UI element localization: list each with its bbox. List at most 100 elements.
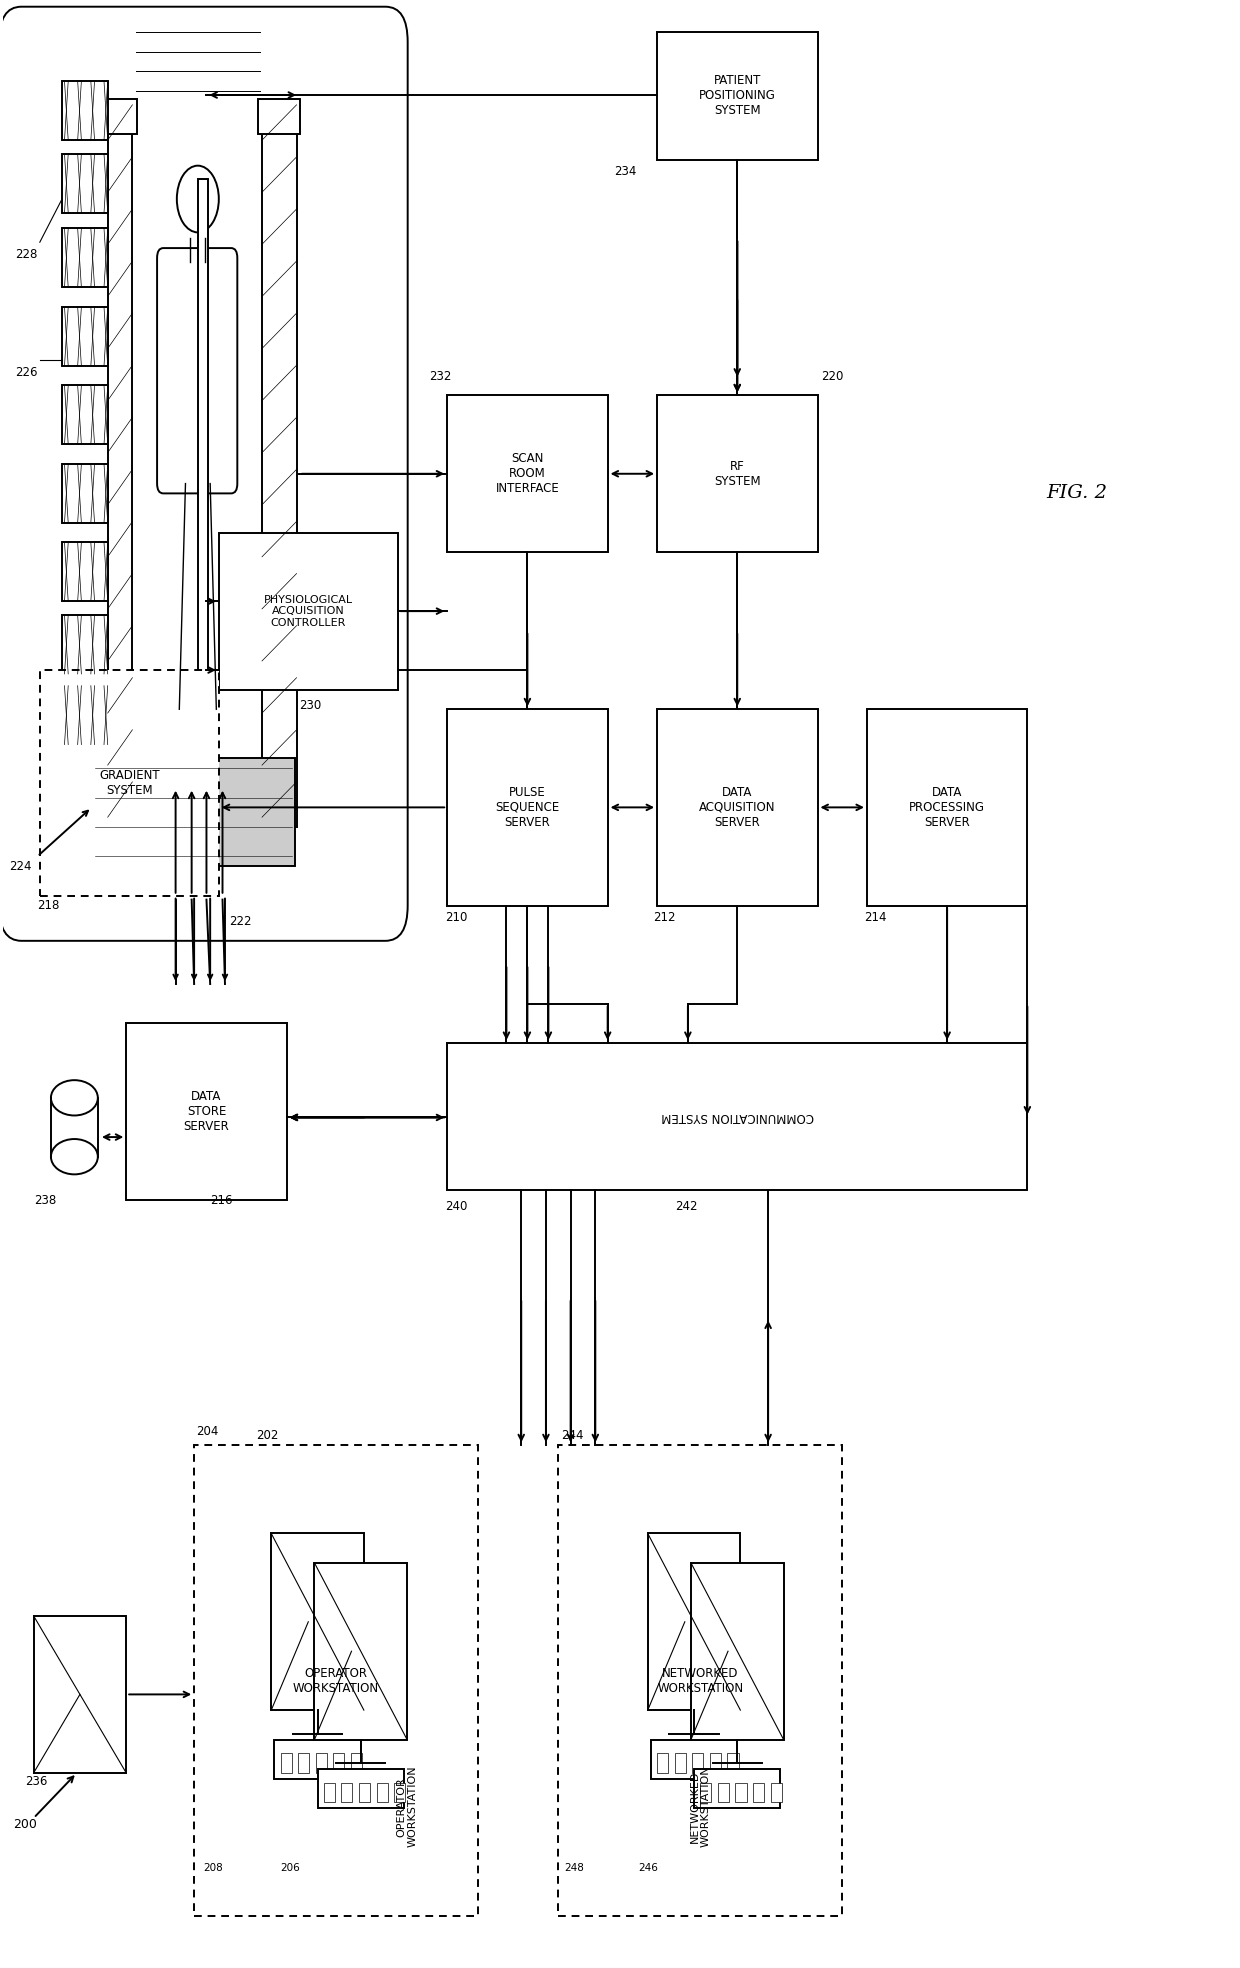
Bar xyxy=(258,98,300,134)
Text: 236: 236 xyxy=(25,1775,47,1787)
Text: 204: 204 xyxy=(197,1425,219,1439)
Bar xyxy=(33,1616,126,1773)
Circle shape xyxy=(177,165,218,232)
Text: 240: 240 xyxy=(445,1200,467,1212)
Bar xyxy=(126,1023,286,1200)
FancyBboxPatch shape xyxy=(157,248,237,494)
Bar xyxy=(272,1533,363,1710)
Bar xyxy=(280,1753,291,1773)
Text: NETWORKED
WORKSTATION: NETWORKED WORKSTATION xyxy=(689,1765,711,1848)
Bar xyxy=(315,1563,407,1740)
Text: DATA
ACQUISITION
SERVER: DATA ACQUISITION SERVER xyxy=(699,785,775,829)
Bar xyxy=(62,307,108,366)
Bar xyxy=(647,1533,740,1710)
Bar xyxy=(657,396,817,553)
Text: 212: 212 xyxy=(653,911,676,925)
Text: 202: 202 xyxy=(255,1429,278,1443)
Bar xyxy=(718,1783,729,1803)
Text: DATA
STORE
SERVER: DATA STORE SERVER xyxy=(184,1090,229,1134)
Bar xyxy=(62,543,108,602)
Bar xyxy=(298,1753,309,1773)
Bar xyxy=(394,1783,405,1803)
Text: 230: 230 xyxy=(299,699,321,712)
Bar xyxy=(701,1783,712,1803)
Bar xyxy=(735,1783,746,1803)
Bar xyxy=(867,708,1028,905)
Text: 228: 228 xyxy=(15,248,37,262)
Text: NETWORKED
WORKSTATION: NETWORKED WORKSTATION xyxy=(657,1667,743,1694)
Bar xyxy=(104,98,138,134)
Bar xyxy=(651,1740,738,1779)
Text: 248: 248 xyxy=(564,1864,584,1874)
Bar xyxy=(448,396,608,553)
Bar xyxy=(770,1783,781,1803)
Bar xyxy=(92,758,295,866)
Text: OPERATOR
WORKSTATION: OPERATOR WORKSTATION xyxy=(397,1765,418,1848)
FancyBboxPatch shape xyxy=(262,130,296,827)
Bar xyxy=(448,708,608,905)
Text: 232: 232 xyxy=(429,370,451,382)
Bar xyxy=(448,1043,1028,1191)
Bar xyxy=(62,81,108,140)
Text: GRADIENT
SYSTEM: GRADIENT SYSTEM xyxy=(99,769,160,797)
Text: RF
SYSTEM: RF SYSTEM xyxy=(714,461,760,488)
Bar xyxy=(657,708,817,905)
Bar xyxy=(40,669,218,895)
Text: 206: 206 xyxy=(280,1864,300,1874)
Bar xyxy=(358,1783,370,1803)
Text: 220: 220 xyxy=(821,370,843,382)
Bar xyxy=(657,31,817,159)
Bar xyxy=(317,1769,404,1809)
Text: SCAN
ROOM
INTERFACE: SCAN ROOM INTERFACE xyxy=(496,453,559,496)
Bar xyxy=(351,1753,362,1773)
Bar xyxy=(709,1753,720,1773)
Ellipse shape xyxy=(51,1080,98,1116)
Text: 224: 224 xyxy=(9,860,31,874)
FancyBboxPatch shape xyxy=(0,6,408,941)
Bar xyxy=(341,1783,352,1803)
Text: FIG. 2: FIG. 2 xyxy=(1047,484,1107,502)
Bar xyxy=(692,1753,703,1773)
Bar xyxy=(62,616,108,673)
Bar xyxy=(334,1753,345,1773)
Bar xyxy=(558,1445,842,1917)
Bar xyxy=(728,1753,739,1773)
Text: DATA
PROCESSING
SERVER: DATA PROCESSING SERVER xyxy=(909,785,985,829)
Bar xyxy=(62,228,108,287)
Text: 244: 244 xyxy=(560,1429,583,1443)
Text: 246: 246 xyxy=(639,1864,658,1874)
Text: PULSE
SEQUENCE
SERVER: PULSE SEQUENCE SERVER xyxy=(495,785,559,829)
Text: 222: 222 xyxy=(228,915,252,929)
Text: 242: 242 xyxy=(676,1200,698,1212)
Text: PHYSIOLOGICAL
ACQUISITION
CONTROLLER: PHYSIOLOGICAL ACQUISITION CONTROLLER xyxy=(264,594,353,628)
Bar xyxy=(62,685,108,744)
Text: 210: 210 xyxy=(445,911,467,925)
Bar xyxy=(274,1740,361,1779)
Bar xyxy=(675,1753,686,1773)
Bar xyxy=(198,179,207,787)
Bar xyxy=(691,1563,784,1740)
Text: COMMUNICATION SYSTEM: COMMUNICATION SYSTEM xyxy=(661,1110,813,1124)
Ellipse shape xyxy=(51,1139,98,1175)
Bar xyxy=(62,386,108,445)
Bar xyxy=(62,464,108,523)
Bar xyxy=(377,1783,388,1803)
Text: 208: 208 xyxy=(203,1864,222,1874)
Text: OPERATOR
WORKSTATION: OPERATOR WORKSTATION xyxy=(293,1667,379,1694)
Bar xyxy=(324,1783,335,1803)
Bar xyxy=(316,1753,327,1773)
Bar xyxy=(753,1783,764,1803)
Text: 218: 218 xyxy=(37,899,60,913)
FancyBboxPatch shape xyxy=(108,130,133,827)
Text: 234: 234 xyxy=(614,165,636,179)
Bar xyxy=(62,154,108,213)
Bar xyxy=(657,1753,668,1773)
Text: 238: 238 xyxy=(33,1195,56,1206)
Bar xyxy=(218,533,398,689)
Text: 216: 216 xyxy=(210,1195,233,1206)
Text: 214: 214 xyxy=(864,911,887,925)
Text: PATIENT
POSITIONING
SYSTEM: PATIENT POSITIONING SYSTEM xyxy=(699,75,776,118)
Bar xyxy=(195,1445,479,1917)
Text: 200: 200 xyxy=(12,1818,36,1830)
Bar xyxy=(694,1769,780,1809)
